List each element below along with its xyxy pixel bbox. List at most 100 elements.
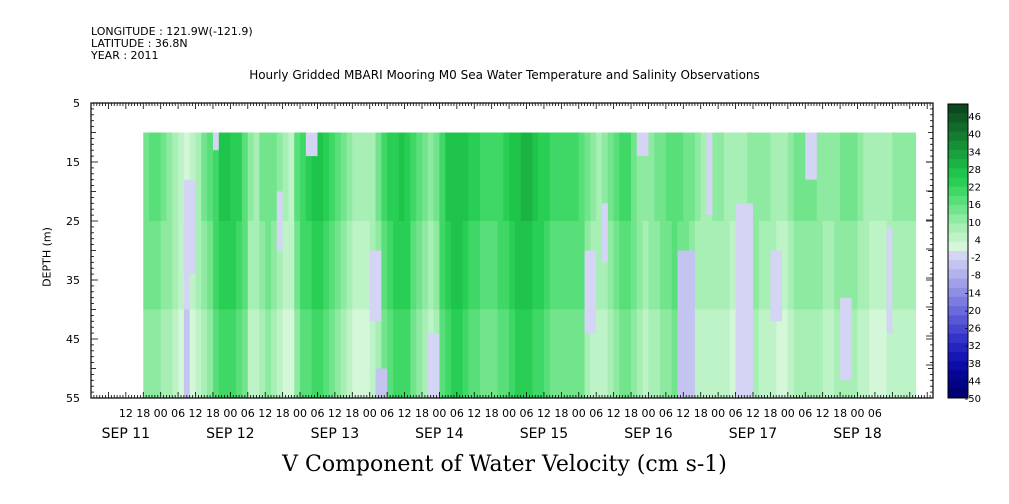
heat-cell [166, 309, 173, 399]
heat-cell [729, 309, 737, 399]
heat-cell [898, 309, 905, 399]
heat-cell [300, 309, 307, 399]
x-hour-tick-label: 12 [607, 407, 621, 420]
colorbar-swatch [948, 306, 968, 316]
heat-cell [636, 309, 644, 399]
heat-cell [758, 309, 766, 399]
colorbar-swatch [948, 251, 968, 261]
colorbar-label: 46 [968, 112, 981, 123]
heat-cell [381, 309, 388, 399]
axes: 12 18 00 06 12 18 00 06 12 18 00 06 12 18 00 06 12 18 00 06… [66, 97, 933, 442]
heat-cell [549, 221, 557, 310]
heat-cell [863, 309, 870, 399]
heat-cell [323, 309, 330, 399]
heat-cell [236, 132, 243, 222]
x-hour-tick-label: 00 [223, 407, 237, 420]
colorbar-swatch [948, 388, 968, 399]
heat-cell [787, 132, 795, 222]
x-hour-tick-label: 00 [293, 407, 307, 420]
heat-cell [480, 309, 487, 399]
x-hour-tick-label: 12 [328, 407, 342, 420]
heat-cell [381, 221, 388, 310]
heat-cell [840, 132, 847, 222]
x-hour-tick-label: 12 [189, 407, 203, 420]
colorbar-swatch [948, 140, 968, 151]
x-hour-tick-label: 06 [380, 407, 394, 420]
heat-cell [770, 309, 777, 399]
x-hour-tick-label: 12 [258, 407, 272, 420]
x-hour-tick-label: 12 [676, 407, 690, 420]
heat-cell [218, 221, 226, 310]
heat-cell [247, 309, 255, 399]
colorbar: 46 40 34 28 22 16 10 4 -2 -8 -14 -20 -26 -32 -38 -44 -50 [926, 103, 981, 405]
colorbar-label: 16 [968, 200, 981, 211]
x-date-label: SEP 15 [520, 426, 568, 442]
negative-patch [805, 132, 817, 180]
heat-cell [334, 132, 342, 222]
heat-cell [718, 132, 725, 222]
heat-cell [514, 221, 522, 310]
colorbar-label: -2 [971, 253, 981, 264]
heat-cell [346, 221, 353, 310]
heat-cell [195, 132, 202, 222]
heat-cell [729, 221, 737, 310]
x-hour-tick-label: 06 [729, 407, 743, 420]
heat-cell [468, 221, 475, 310]
heat-cell [427, 132, 435, 222]
heat-cell [898, 221, 905, 310]
heat-cell [375, 309, 382, 399]
heat-cell [799, 221, 806, 310]
heat-cell [671, 132, 678, 222]
heat-cell [241, 309, 249, 399]
x-hour-tick-label: 00 [641, 407, 655, 420]
colorbar-swatch [948, 269, 968, 280]
heat-cell [236, 309, 243, 399]
heat-cell [700, 132, 708, 222]
heat-cell [195, 221, 202, 310]
x-hour-tick-label: 06 [450, 407, 464, 420]
heat-cell [834, 309, 841, 399]
colorbar-swatch [948, 260, 968, 270]
heat-cell [828, 309, 835, 399]
heat-cell [305, 309, 313, 399]
heat-cell [532, 309, 539, 399]
heat-cell [822, 221, 829, 310]
heat-cell [764, 221, 771, 310]
heat-cell [224, 221, 231, 310]
heat-cell [619, 309, 626, 399]
x-hour-tick-label: 06 [589, 407, 603, 420]
heat-cell [392, 221, 400, 310]
heat-cell [241, 132, 249, 222]
heat-cell [880, 132, 888, 222]
heat-cell [764, 309, 771, 399]
heat-cell [294, 132, 301, 222]
heat-cell [509, 309, 516, 399]
heat-cell [538, 309, 545, 399]
heat-cell [154, 132, 162, 222]
heat-cell [567, 309, 574, 399]
heat-cell [154, 221, 162, 310]
heat-cell [665, 132, 673, 222]
negative-patch [840, 297, 852, 381]
heat-cell [143, 309, 150, 399]
heat-cell [201, 309, 208, 399]
heat-cell [271, 132, 278, 222]
colorbar-swatch [948, 177, 968, 188]
heat-cell [334, 309, 342, 399]
heat-cell [259, 221, 266, 310]
heat-cell [294, 221, 301, 310]
heat-cell [154, 309, 162, 399]
heat-cell [462, 132, 469, 222]
heat-cell [166, 132, 173, 222]
heat-cell [497, 221, 504, 310]
heat-cell [468, 309, 475, 399]
heat-cell [793, 309, 800, 399]
x-hour-tick-label: 06 [520, 407, 534, 420]
colorbar-label: -38 [965, 359, 981, 370]
heat-cell [288, 221, 295, 310]
heat-cell [456, 221, 464, 310]
heat-cell [288, 309, 295, 399]
heat-cell [578, 309, 586, 399]
heat-cell [346, 309, 353, 399]
heat-cell [439, 221, 446, 310]
